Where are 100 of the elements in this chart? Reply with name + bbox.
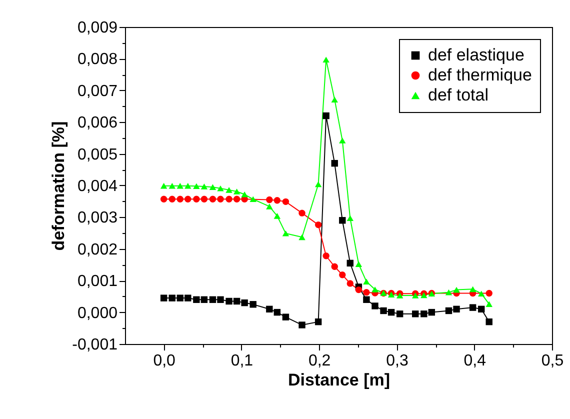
- point: [322, 56, 330, 63]
- point: [396, 310, 404, 318]
- point: [274, 213, 281, 219]
- point: [339, 272, 346, 278]
- point: [168, 294, 176, 302]
- x-tick-label: 0,2: [308, 352, 331, 370]
- point: [388, 308, 395, 316]
- point: [314, 318, 322, 326]
- x-tick-label: 0,0: [153, 352, 176, 370]
- point: [339, 217, 346, 224]
- point: [469, 286, 476, 292]
- point: [355, 286, 362, 294]
- point: [176, 294, 184, 302]
- point: [396, 292, 404, 298]
- point: [193, 183, 200, 190]
- point: [469, 304, 476, 311]
- y-tick-label: -0,001: [72, 336, 118, 354]
- point: [233, 196, 240, 202]
- point: [453, 286, 460, 293]
- y-tick-label: 0,002: [77, 241, 118, 258]
- point: [274, 197, 281, 204]
- point: [486, 318, 492, 326]
- point: [241, 191, 248, 198]
- point: [233, 298, 240, 305]
- point: [322, 112, 330, 120]
- point: [160, 196, 168, 202]
- point: [363, 288, 370, 296]
- point: [209, 184, 216, 190]
- point: [314, 221, 322, 228]
- point: [298, 234, 306, 240]
- x-tick-label: 0,5: [541, 352, 564, 370]
- point: [193, 196, 200, 202]
- y-tick-label: 0,008: [77, 51, 118, 68]
- y-tick-label: 0,007: [77, 82, 118, 100]
- x-axis-title: Distance [m]: [288, 370, 390, 390]
- point: [176, 196, 184, 202]
- point: [314, 181, 322, 188]
- point: [209, 296, 216, 303]
- y-tick-label: 0,006: [77, 114, 118, 132]
- point: [346, 280, 354, 287]
- point: [331, 263, 338, 270]
- x-tick-label: 0,4: [464, 352, 486, 370]
- point: [339, 138, 346, 144]
- point: [233, 188, 240, 194]
- point: [168, 196, 176, 202]
- point: [226, 298, 232, 305]
- point: [453, 306, 460, 312]
- point: [331, 160, 338, 167]
- point: [250, 301, 256, 308]
- point: [486, 290, 492, 297]
- point: [478, 306, 485, 312]
- y-tick-label: 0,003: [77, 210, 118, 227]
- point: [266, 204, 273, 210]
- point: [282, 198, 290, 206]
- point: [372, 302, 378, 310]
- point: [241, 299, 248, 306]
- point: [445, 289, 452, 296]
- point: [266, 306, 273, 312]
- point: [184, 196, 192, 202]
- point: [486, 301, 492, 307]
- point: [200, 196, 208, 202]
- point: [250, 196, 256, 202]
- point: [160, 294, 168, 302]
- y-axis-title: deformation [%]: [49, 121, 68, 251]
- legend-label: def total: [428, 86, 488, 104]
- point: [282, 230, 290, 236]
- point: [355, 261, 362, 268]
- point: [226, 196, 232, 202]
- point: [322, 252, 330, 260]
- x-tick-label: 0,1: [230, 352, 254, 370]
- point: [200, 296, 208, 303]
- point: [226, 187, 232, 193]
- point: [193, 296, 200, 303]
- point: [331, 96, 338, 102]
- point: [363, 278, 370, 284]
- point: [217, 185, 224, 192]
- legend-label: def elastique: [428, 46, 524, 64]
- point: [346, 260, 354, 267]
- point: [184, 294, 192, 302]
- point: [160, 182, 168, 189]
- y-tick-label: 0,005: [77, 146, 118, 164]
- point: [445, 307, 452, 314]
- point: [266, 196, 273, 204]
- point: [478, 290, 485, 296]
- point: [298, 322, 306, 328]
- point: [420, 310, 428, 318]
- point: [217, 296, 224, 303]
- point: [282, 314, 290, 320]
- point: [412, 292, 419, 298]
- point: [428, 308, 436, 316]
- point: [372, 286, 378, 292]
- point: [168, 182, 176, 189]
- point: [380, 307, 387, 314]
- y-tick-label: 0,009: [77, 20, 118, 36]
- x-tick-label: 0,3: [386, 352, 408, 370]
- point: [363, 296, 370, 303]
- y-tick-label: 0,000: [77, 304, 118, 322]
- point: [176, 182, 184, 189]
- point: [412, 310, 419, 318]
- point: [184, 182, 192, 189]
